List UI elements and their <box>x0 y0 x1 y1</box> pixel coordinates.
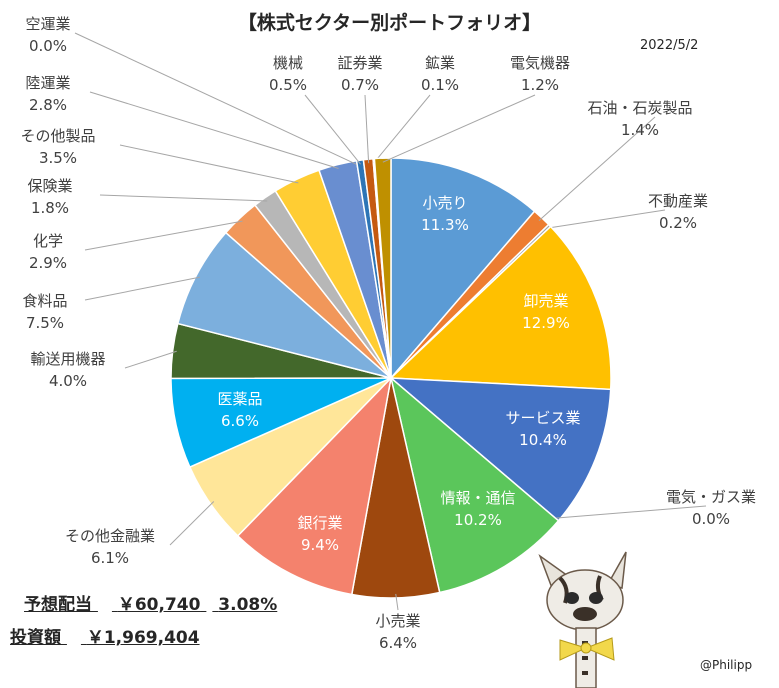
slice-21 <box>373 157 392 379</box>
slice-label-8: 銀行業 <box>297 514 342 532</box>
slice-value-12: 7.5% <box>26 314 64 332</box>
slice-value-20: 0.1% <box>421 76 459 94</box>
slice-label-16: 陸運業 <box>25 74 70 92</box>
slice-label-0: 小売り <box>422 194 467 212</box>
leader-line-19 <box>364 94 370 164</box>
slice-label-1: 石油・石炭製品 <box>587 99 692 117</box>
slice-value-3: 12.9% <box>522 314 570 332</box>
credit-text: @Philipp <box>700 658 753 672</box>
slice-12 <box>176 231 392 379</box>
slice-label-17: 空運業 <box>25 15 70 33</box>
cat-figure-icon <box>538 551 627 688</box>
dividend-value: ￥60,740 <box>117 595 201 615</box>
slice-value-14: 1.8% <box>31 199 69 217</box>
leader-line-11 <box>124 350 177 369</box>
slice-label-7: 小売業 <box>375 612 420 630</box>
leader-line-12 <box>84 276 201 301</box>
leader-line-20 <box>373 94 431 163</box>
slice-label-19: 証券業 <box>337 54 382 72</box>
slice-label-18: 機械 <box>273 54 303 72</box>
slice-label-2: 不動産業 <box>648 192 708 210</box>
slice-0 <box>390 157 536 381</box>
dividend-yield: 3.08% <box>218 595 278 615</box>
slice-value-1: 1.4% <box>621 121 659 139</box>
slice-label-15: その他製品 <box>20 127 95 145</box>
chart-title: 【株式セクター別ポートフォリオ】 <box>237 12 542 34</box>
slice-label-9: その他金融業 <box>65 527 155 545</box>
slice-3 <box>389 225 612 391</box>
slice-label-14: 保険業 <box>27 177 72 195</box>
leader-line-1 <box>538 116 656 222</box>
slice-label-12: 食料品 <box>22 292 67 310</box>
slice-value-15: 3.5% <box>39 149 77 167</box>
slice-label-21: 電気機器 <box>510 54 570 72</box>
slice-label-10: 医薬品 <box>217 390 262 408</box>
slice-value-8: 9.4% <box>301 536 339 554</box>
slice-value-18: 0.5% <box>269 76 307 94</box>
leader-line-17 <box>74 32 358 166</box>
investment-label: 投資額 <box>10 628 61 648</box>
slice-value-16: 2.8% <box>29 96 67 114</box>
investment-summary: 投資額 ￥1,969,404 <box>10 623 200 648</box>
leader-line-2 <box>546 209 666 229</box>
slice-8 <box>236 375 393 596</box>
slice-label-13: 化学 <box>33 232 63 250</box>
slice-label-5: 電気・ガス業 <box>666 488 756 506</box>
slice-value-10: 6.6% <box>221 412 259 430</box>
investment-value: ￥1,969,404 <box>86 628 200 648</box>
slice-label-3: 卸売業 <box>523 292 568 310</box>
slice-label-6: 情報・通信 <box>440 489 515 507</box>
leader-line-21 <box>382 94 536 163</box>
slice-value-9: 6.1% <box>91 549 129 567</box>
leader-line-5 <box>555 505 707 519</box>
leader-line-7 <box>395 593 399 611</box>
leader-line-16 <box>89 91 339 169</box>
leader-line-14 <box>99 194 268 202</box>
slice-value-19: 0.7% <box>341 76 379 94</box>
slice-label-4: サービス業 <box>505 409 580 427</box>
slice-label-20: 鉱業 <box>425 54 455 72</box>
slice-value-17: 0.0% <box>29 37 67 55</box>
slice-value-4: 10.4% <box>519 431 567 449</box>
slice-6 <box>389 375 560 594</box>
slice-value-6: 10.2% <box>454 511 502 529</box>
slice-value-13: 2.9% <box>29 254 67 272</box>
slice-value-2: 0.2% <box>659 214 697 232</box>
leader-line-9 <box>169 501 215 546</box>
dividend-summary: 予想配当 ￥60,740 3.08% <box>24 590 277 615</box>
slice-value-0: 11.3% <box>421 216 469 234</box>
dividend-label: 予想配当 <box>24 595 92 615</box>
leader-line-18 <box>304 94 361 165</box>
slice-value-5: 0.0% <box>692 510 730 528</box>
slice-label-11: 輸送用機器 <box>30 350 105 368</box>
slice-value-21: 1.2% <box>521 76 559 94</box>
chart-date: 2022/5/2 <box>640 38 699 53</box>
leader-line-15 <box>119 144 299 184</box>
leader-line-13 <box>84 220 243 251</box>
slice-value-7: 6.4% <box>379 634 417 652</box>
slice-4 <box>388 377 612 522</box>
slice-value-11: 4.0% <box>49 372 87 390</box>
